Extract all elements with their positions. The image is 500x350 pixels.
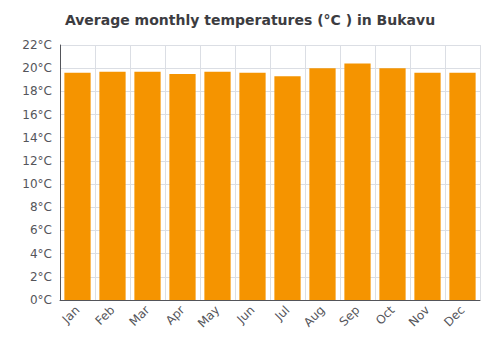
svg-text:Jul: Jul <box>272 303 293 324</box>
svg-text:Sep: Sep <box>337 303 363 329</box>
svg-text:Oct: Oct <box>373 303 398 328</box>
svg-text:4°C: 4°C <box>30 247 52 261</box>
svg-text:Dec: Dec <box>441 303 467 329</box>
svg-text:2°C: 2°C <box>30 270 52 284</box>
svg-text:Feb: Feb <box>93 303 118 328</box>
svg-text:Nov: Nov <box>406 303 432 329</box>
svg-text:16°C: 16°C <box>22 108 52 122</box>
svg-text:Mar: Mar <box>127 303 153 329</box>
svg-text:Aug: Aug <box>301 303 327 329</box>
svg-text:Apr: Apr <box>163 303 188 328</box>
svg-text:20°C: 20°C <box>22 61 52 75</box>
svg-text:Jun: Jun <box>234 303 258 327</box>
svg-text:18°C: 18°C <box>22 84 52 98</box>
svg-text:6°C: 6°C <box>30 223 52 237</box>
svg-text:May: May <box>195 303 222 330</box>
svg-text:Average monthly temperatures (: Average monthly temperatures (°C ) in Bu… <box>65 12 435 28</box>
svg-text:8°C: 8°C <box>30 200 52 214</box>
svg-text:Jan: Jan <box>59 303 83 327</box>
svg-text:0°C: 0°C <box>30 293 52 307</box>
svg-text:10°C: 10°C <box>22 177 52 191</box>
svg-text:12°C: 12°C <box>22 154 52 168</box>
svg-text:22°C: 22°C <box>22 38 52 52</box>
svg-text:14°C: 14°C <box>22 131 52 145</box>
